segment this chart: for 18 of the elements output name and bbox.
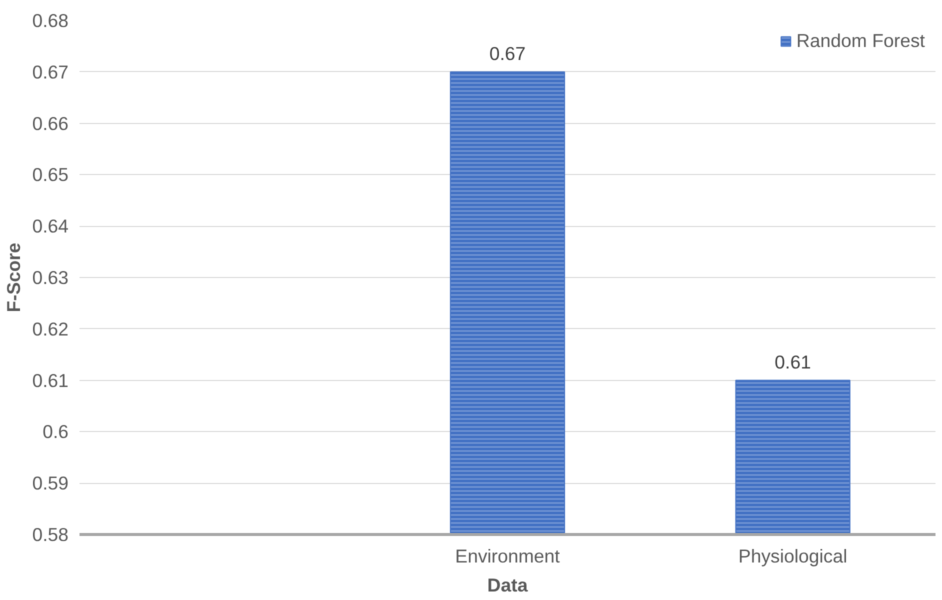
y-tick-label: 0.65	[32, 164, 68, 186]
y-tick-label: 0.67	[32, 61, 68, 82]
legend-label: Random Forest	[796, 30, 925, 52]
y-tick-label: 0.64	[32, 216, 68, 237]
data-label: 0.67	[489, 42, 526, 64]
y-tick-label: 0.63	[32, 267, 68, 288]
x-tick-label: Environment	[455, 546, 561, 566]
y-tick-label: 0.58	[32, 524, 68, 545]
data-label: 0.61	[774, 351, 811, 372]
x-tick-label: Physiological	[738, 546, 848, 566]
y-tick-label: 0.62	[32, 318, 68, 340]
y-tick-label: 0.6	[42, 421, 69, 442]
x-axis-title: Data	[487, 574, 528, 596]
y-tick-label: 0.61	[32, 370, 68, 391]
y-axis-title: F-Score	[3, 242, 24, 312]
y-tick-label: 0.68	[32, 10, 68, 31]
y-tick-label: 0.66	[32, 112, 68, 134]
y-tick-label: 0.59	[32, 472, 68, 494]
